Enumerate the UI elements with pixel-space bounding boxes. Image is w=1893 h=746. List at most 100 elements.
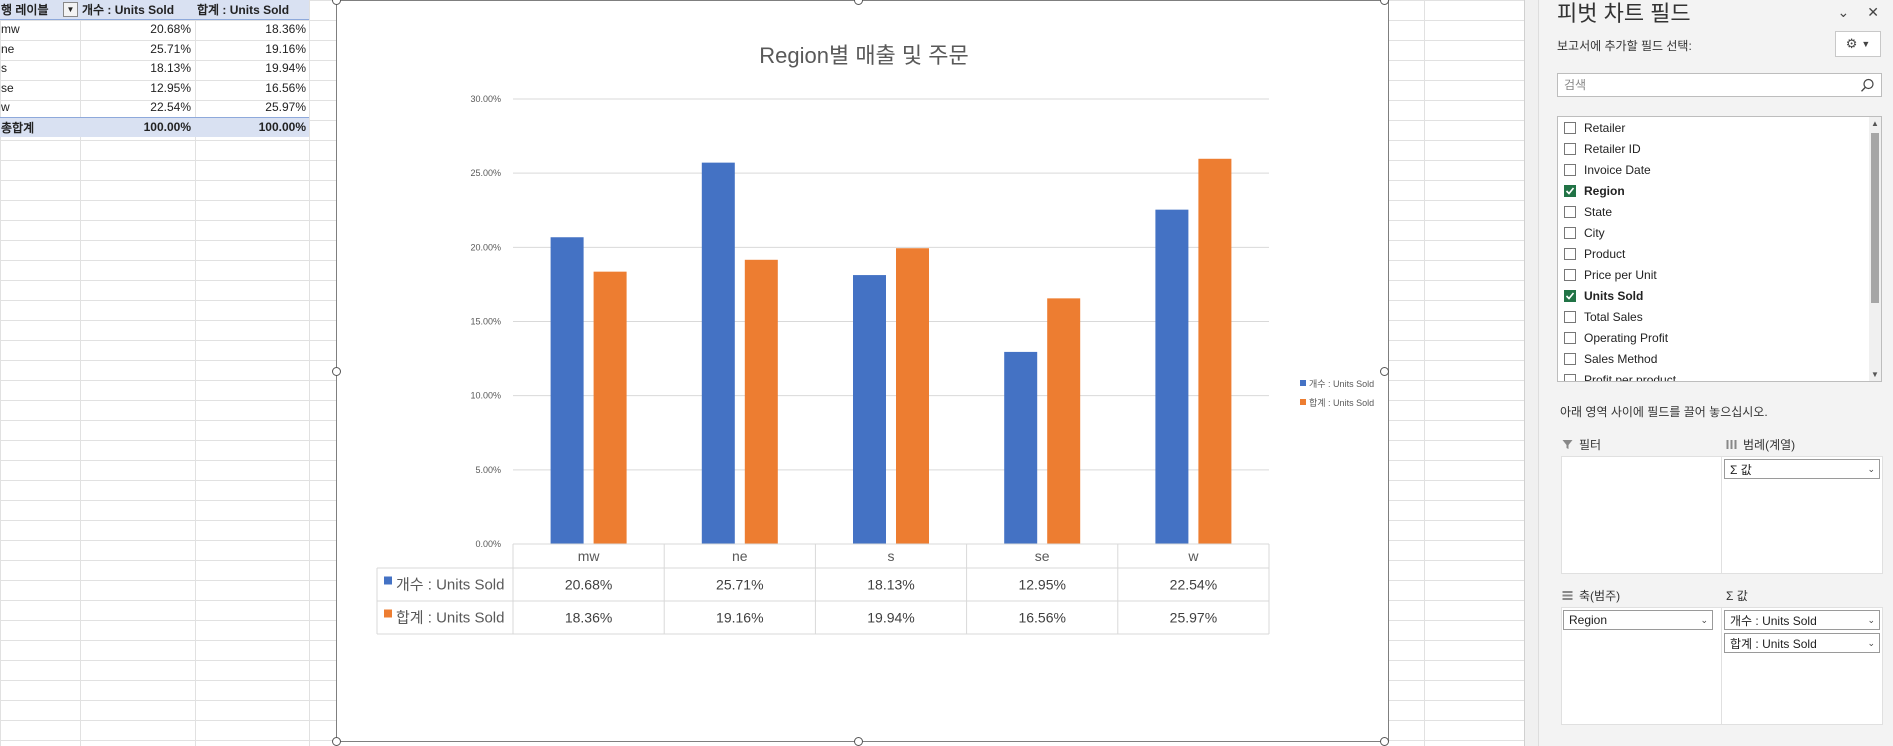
resize-handle-top-right[interactable]	[1380, 0, 1389, 5]
row-labels-header[interactable]: 행 레이블 ▼	[0, 1, 80, 18]
columns-icon	[1726, 440, 1737, 449]
field-checkbox[interactable]	[1564, 142, 1576, 155]
pivot-header-count[interactable]: 개수 : Units Sold	[82, 2, 175, 17]
field-item[interactable]: Sales Method	[1558, 348, 1881, 369]
sum-cell: 19.16%	[265, 41, 306, 56]
field-item[interactable]: Region	[1558, 180, 1881, 201]
resize-handle-top-left[interactable]	[332, 0, 341, 5]
table-series-name: 개수 : Units Sold	[396, 577, 504, 594]
field-item[interactable]: Retailer ID	[1558, 138, 1881, 159]
field-item[interactable]: State	[1558, 201, 1881, 222]
row-labels-text: 행 레이블	[1, 2, 49, 17]
y-tick-label: 15.00%	[470, 317, 501, 327]
pivot-header-sum[interactable]: 합계 : Units Sold	[197, 2, 290, 17]
resize-handle-bottom-right[interactable]	[1380, 737, 1389, 746]
field-checkbox[interactable]	[1564, 331, 1576, 344]
field-checkbox[interactable]	[1564, 121, 1576, 134]
field-checkbox[interactable]	[1564, 205, 1576, 218]
pivot-row[interactable]: w 22.54% 25.97%	[0, 98, 309, 118]
field-label: Sales Method	[1584, 351, 1658, 366]
count-cell: 25.71%	[150, 41, 191, 56]
search-input[interactable]	[1558, 74, 1848, 96]
pivot-row[interactable]: se 12.95% 16.56%	[0, 78, 309, 98]
field-checkbox[interactable]	[1564, 352, 1576, 365]
close-icon[interactable]: ✕	[1867, 4, 1879, 20]
total-label: 총합계	[1, 120, 35, 135]
search-icon[interactable]	[1860, 78, 1875, 93]
tools-button[interactable]: ⚙ ▼	[1835, 31, 1881, 57]
field-checkbox[interactable]	[1564, 247, 1576, 260]
bar-ne-series-1	[701, 162, 735, 544]
field-item[interactable]: Total Sales	[1558, 306, 1881, 327]
chevron-down-icon: ⌄	[1867, 614, 1875, 625]
legend-area-label: 범례(계열)	[1743, 438, 1796, 452]
bar-se-series-1	[1004, 351, 1038, 544]
resize-handle-bottom-left[interactable]	[332, 737, 341, 746]
field-checkbox[interactable]	[1564, 373, 1576, 381]
scroll-up-icon[interactable]: ▲	[1871, 119, 1879, 128]
sheet-vertical-scrollbar[interactable]	[1525, 0, 1539, 746]
legend-swatch	[1300, 380, 1306, 386]
field-item[interactable]: Units Sold	[1558, 285, 1881, 306]
field-checkbox[interactable]	[1564, 268, 1576, 281]
values-sum-chip[interactable]: 합계 : Units Sold ⌄	[1724, 633, 1880, 653]
pivot-table: 행 레이블 ▼ 개수 : Units Sold 합계 : Units Sold …	[0, 0, 309, 137]
table-series-name: 합계 : Units Sold	[396, 610, 504, 627]
field-item[interactable]: Profit per product	[1558, 369, 1881, 381]
sum-cell: 18.36%	[265, 22, 306, 37]
sum-cell: 19.94%	[265, 61, 306, 76]
y-tick-label: 20.00%	[470, 242, 501, 252]
field-list[interactable]: Retailer Retailer ID Invoice Date Region Sta…	[1557, 116, 1882, 382]
chevron-down-icon[interactable]: ⌄	[1837, 4, 1850, 20]
field-list-scrollbar[interactable]: ▲ ▼	[1869, 117, 1881, 381]
field-item[interactable]: Operating Profit	[1558, 327, 1881, 348]
field-checkbox[interactable]	[1564, 163, 1576, 176]
scroll-down-icon[interactable]: ▼	[1871, 370, 1879, 379]
pivot-row[interactable]: mw 20.68% 18.36%	[0, 20, 309, 40]
search-box[interactable]	[1557, 73, 1882, 97]
field-label: Invoice Date	[1584, 162, 1651, 177]
values-count-chip[interactable]: 개수 : Units Sold ⌄	[1724, 610, 1880, 630]
field-label: Price per Unit	[1584, 267, 1657, 282]
chevron-down-icon: ⌄	[1867, 463, 1875, 474]
category-label: se	[1035, 548, 1050, 564]
chart-canvas: Region별 매출 및 주문 0.00% 5.00% 10.00% 15.00% 20.…	[376, 43, 1374, 635]
total-sum: 100.00%	[258, 120, 306, 135]
field-checkbox[interactable]	[1564, 226, 1576, 239]
filter-icon	[1562, 440, 1573, 449]
field-item[interactable]: Invoice Date	[1558, 159, 1881, 180]
data-table-value: 18.36%	[565, 610, 612, 626]
field-label: Total Sales	[1584, 309, 1643, 324]
resize-handle-left[interactable]	[332, 367, 341, 376]
field-item[interactable]: Retailer	[1558, 117, 1881, 138]
bar-se-series-2	[1047, 298, 1081, 544]
pivot-total-row[interactable]: 총합계 100.00% 100.00%	[0, 117, 309, 137]
bar-ne-series-2	[744, 259, 778, 544]
data-table-value: 16.56%	[1018, 610, 1065, 626]
resize-handle-top[interactable]	[854, 0, 863, 5]
region-cell: s	[1, 61, 7, 76]
legend-swatch	[1300, 399, 1306, 405]
field-item[interactable]: City	[1558, 222, 1881, 243]
pivot-row[interactable]: s 18.13% 19.94%	[0, 59, 309, 79]
resize-handle-bottom[interactable]	[854, 737, 863, 746]
field-item[interactable]: Product	[1558, 243, 1881, 264]
field-label: State	[1584, 204, 1613, 219]
field-checkbox[interactable]	[1564, 184, 1576, 197]
pivot-row[interactable]: ne 25.71% 19.16%	[0, 39, 309, 59]
category-label: mw	[578, 548, 601, 564]
resize-handle-right[interactable]	[1380, 367, 1389, 376]
field-item[interactable]: Price per Unit	[1558, 264, 1881, 285]
field-checkbox[interactable]	[1564, 310, 1576, 323]
legend-values-chip[interactable]: Σ 값 ⌄	[1724, 459, 1880, 479]
scroll-thumb[interactable]	[1871, 133, 1879, 303]
pivot-chart[interactable]: Region별 매출 및 주문 0.00% 5.00% 10.00% 15.00% 20.…	[332, 0, 1389, 746]
axis-region-chip[interactable]: Region ⌄	[1563, 610, 1713, 630]
data-table-value: 25.71%	[716, 577, 763, 593]
filter-dropdown-icon[interactable]: ▼	[63, 1, 78, 17]
field-label: Units Sold	[1584, 288, 1644, 303]
y-tick-label: 10.00%	[470, 391, 501, 401]
filter-drop-area[interactable]	[1561, 456, 1733, 574]
gear-icon: ⚙	[1845, 36, 1858, 51]
field-checkbox[interactable]	[1564, 289, 1576, 302]
